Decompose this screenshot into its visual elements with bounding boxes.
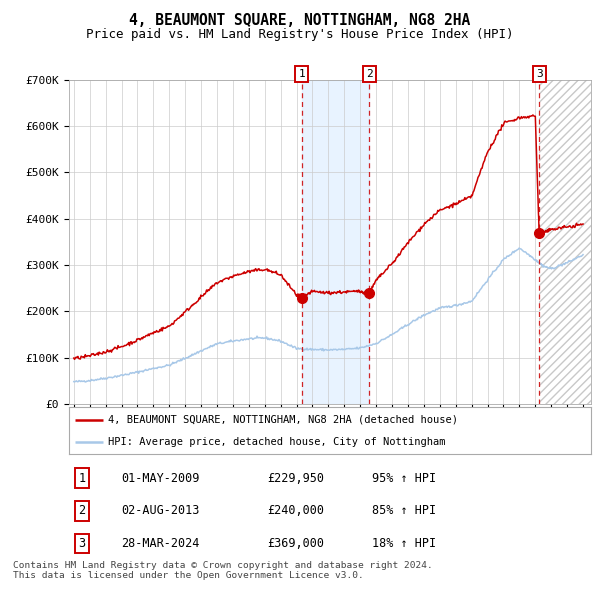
Text: 4, BEAUMONT SQUARE, NOTTINGHAM, NG8 2HA (detached house): 4, BEAUMONT SQUARE, NOTTINGHAM, NG8 2HA … [108,415,458,425]
Text: Contains HM Land Registry data © Crown copyright and database right 2024.
This d: Contains HM Land Registry data © Crown c… [13,560,433,580]
Text: 4, BEAUMONT SQUARE, NOTTINGHAM, NG8 2HA: 4, BEAUMONT SQUARE, NOTTINGHAM, NG8 2HA [130,13,470,28]
Text: 3: 3 [536,70,542,79]
Text: 2: 2 [79,504,86,517]
Text: £229,950: £229,950 [268,472,325,485]
Text: 85% ↑ HPI: 85% ↑ HPI [372,504,436,517]
Text: 01-MAY-2009: 01-MAY-2009 [121,472,200,485]
Text: 28-MAR-2024: 28-MAR-2024 [121,537,200,550]
Text: £240,000: £240,000 [268,504,325,517]
Bar [539,80,591,404]
Text: 3: 3 [79,537,86,550]
Text: 02-AUG-2013: 02-AUG-2013 [121,504,200,517]
Bar [539,80,591,404]
Text: Price paid vs. HM Land Registry's House Price Index (HPI): Price paid vs. HM Land Registry's House … [86,28,514,41]
Text: 1: 1 [298,70,305,79]
Text: 2: 2 [366,70,373,79]
Text: 18% ↑ HPI: 18% ↑ HPI [372,537,436,550]
Text: £369,000: £369,000 [268,537,325,550]
Text: 1: 1 [79,472,86,485]
Text: HPI: Average price, detached house, City of Nottingham: HPI: Average price, detached house, City… [108,437,446,447]
Bar [302,80,370,404]
Text: 95% ↑ HPI: 95% ↑ HPI [372,472,436,485]
